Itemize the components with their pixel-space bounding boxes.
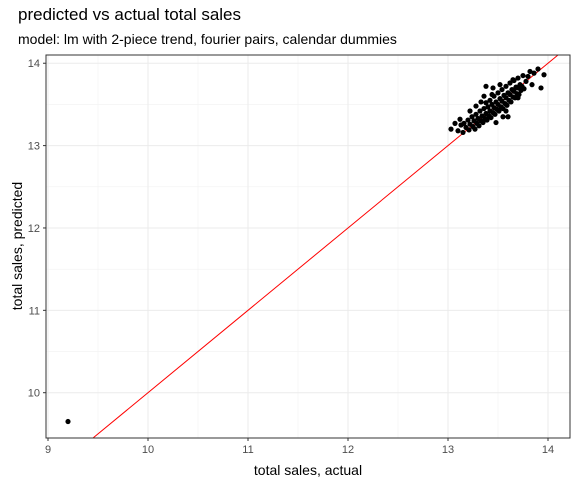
x-axis-ticks: 9 10 11 12 13 14 — [45, 438, 554, 456]
data-point — [497, 82, 503, 88]
data-point — [523, 78, 529, 84]
x-tick-label: 12 — [342, 444, 354, 456]
data-point — [473, 103, 479, 109]
data-point — [525, 73, 531, 80]
data-point — [493, 119, 499, 126]
data-point — [484, 117, 490, 123]
grid-lines — [46, 55, 570, 438]
data-point — [515, 75, 521, 81]
x-tick-label: 13 — [442, 444, 454, 456]
data-point — [504, 102, 510, 108]
data-point — [503, 108, 509, 114]
x-tick-label: 9 — [45, 444, 51, 456]
data-point — [488, 114, 494, 121]
y-tick-label: 11 — [29, 305, 40, 317]
data-point — [487, 97, 493, 103]
data-point — [65, 418, 71, 425]
data-point — [465, 117, 471, 123]
data-point — [485, 104, 491, 110]
data-point — [455, 128, 461, 134]
data-point — [521, 86, 527, 92]
data-point — [492, 111, 498, 117]
x-axis-title: total sales, actual — [254, 462, 362, 478]
data-point — [478, 99, 484, 105]
data-point — [473, 111, 479, 117]
data-point — [476, 123, 482, 129]
x-tick-label: 10 — [142, 444, 154, 456]
data-point — [499, 86, 505, 93]
y-axis-ticks: 10 11 12 13 14 — [28, 58, 46, 400]
y-tick-label: 12 — [28, 223, 40, 235]
plot-border — [45, 54, 571, 439]
data-point — [515, 95, 521, 101]
data-point — [529, 82, 535, 88]
data-point — [510, 77, 516, 83]
data-point — [527, 68, 533, 75]
data-point — [500, 114, 506, 120]
data-points — [65, 66, 547, 425]
data-point — [452, 120, 458, 126]
data-point — [481, 93, 487, 99]
data-point — [483, 100, 489, 106]
y-tick-label: 14 — [28, 58, 40, 70]
data-point — [541, 72, 547, 78]
data-point — [538, 85, 544, 91]
data-point — [480, 119, 486, 126]
y-axis-title: total sales, predicted — [9, 182, 25, 310]
data-point — [508, 99, 514, 105]
chart-title: predicted vs actual total sales — [18, 5, 242, 24]
data-point — [531, 70, 537, 76]
data-point — [457, 116, 463, 122]
data-point — [483, 83, 489, 89]
data-point — [490, 85, 496, 91]
data-point — [467, 108, 473, 114]
data-point — [460, 129, 466, 136]
data-point — [466, 127, 472, 133]
data-point — [496, 108, 502, 114]
data-point — [505, 114, 511, 120]
data-point — [495, 90, 501, 96]
data-point — [477, 108, 483, 114]
y-tick-label: 10 — [28, 388, 40, 400]
data-point — [503, 83, 509, 89]
data-point — [469, 114, 475, 120]
data-point — [481, 105, 487, 112]
y-tick-label: 13 — [28, 141, 40, 153]
data-point — [535, 66, 541, 72]
chart-subtitle: model: lm with 2-piece trend, fourier pa… — [18, 31, 397, 47]
data-point — [448, 126, 454, 132]
data-point — [520, 72, 526, 79]
data-point — [472, 126, 478, 132]
data-point — [461, 120, 467, 126]
x-tick-label: 11 — [242, 444, 253, 456]
data-point — [489, 91, 495, 98]
x-tick-label: 14 — [542, 444, 554, 456]
data-point — [507, 80, 513, 86]
